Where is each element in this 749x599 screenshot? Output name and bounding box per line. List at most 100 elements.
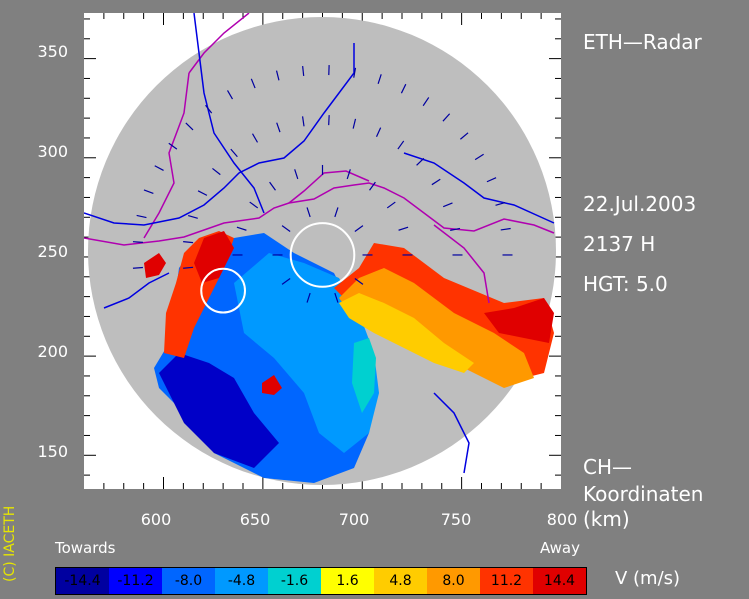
colorbar-cell: 1.6 <box>321 568 374 594</box>
range-tick <box>416 157 425 166</box>
x-tick-label: 600 <box>140 510 172 529</box>
range-tick <box>306 207 311 218</box>
range-tick <box>275 70 280 81</box>
range-tick <box>185 122 194 131</box>
range-tick <box>251 133 259 143</box>
range-tick <box>143 189 154 194</box>
y-tick-label: 150 <box>37 442 68 461</box>
radar-name: ETH—Radar <box>583 30 702 54</box>
range-tick <box>281 225 291 232</box>
river-line <box>83 43 355 226</box>
velocity-region-yellow <box>339 293 474 373</box>
radar-map <box>83 12 561 489</box>
country-border <box>188 12 250 74</box>
coordinate-system-label: Koordinaten <box>583 482 704 506</box>
country-border <box>143 72 190 239</box>
colorbar-cell: -11.2 <box>109 568 162 594</box>
x-tick-label: 750 <box>440 510 472 529</box>
velocity-region-isolated-cell <box>144 253 166 278</box>
range-tick <box>369 181 376 191</box>
date-label: 22.Jul.2003 <box>583 192 697 216</box>
y-tick-label: 300 <box>37 142 68 161</box>
range-tick <box>422 97 430 107</box>
range-tick <box>302 65 305 77</box>
y-tick-label: 350 <box>37 42 68 61</box>
colorbar-cell: -4.8 <box>215 568 268 594</box>
range-tick <box>346 169 351 180</box>
colorbar-cell: -14.4 <box>56 568 109 594</box>
legend-towards-label: Towards <box>55 539 116 557</box>
velocity-unit-label: V (m/s) <box>615 568 681 589</box>
velocity-region-west-storm <box>194 231 234 283</box>
range-tick <box>450 227 461 231</box>
range-tick <box>183 241 194 244</box>
range-tick <box>352 118 357 129</box>
marker-circle <box>200 267 246 314</box>
x-tick-label: 700 <box>338 510 370 529</box>
range-tick <box>205 104 213 114</box>
range-tick <box>230 148 238 158</box>
height-label: HGT: 5.0 <box>583 272 668 296</box>
range-tick <box>301 116 305 127</box>
range-tick <box>397 140 405 150</box>
velocity-region-south-cell <box>262 375 282 395</box>
range-tick <box>334 292 339 303</box>
range-tick <box>431 178 441 186</box>
country-border <box>288 170 370 204</box>
x-tick-label: 650 <box>239 510 271 529</box>
range-tick <box>400 83 407 94</box>
range-tick <box>249 201 259 209</box>
range-tick <box>474 153 484 161</box>
velocity-region-cyan <box>352 338 376 413</box>
range-tick <box>306 292 311 303</box>
range-tick <box>281 277 291 285</box>
y-tick-label: 250 <box>37 242 68 261</box>
range-tick <box>377 74 382 84</box>
range-tick <box>294 169 299 180</box>
time-label: 2137 H <box>583 232 656 256</box>
coordinate-system-label: CH— <box>583 455 633 479</box>
range-tick <box>276 122 281 133</box>
colorbar-cell: -8.0 <box>162 568 215 594</box>
colorbar-cell: 11.2 <box>480 568 533 594</box>
range-tick <box>197 190 208 196</box>
velocity-region-orange <box>339 268 534 388</box>
range-tick <box>154 165 164 171</box>
range-tick <box>168 142 178 150</box>
colorbar-cell: 8.0 <box>427 568 480 594</box>
river-line <box>433 392 470 474</box>
range-tick <box>442 113 451 122</box>
legend-away-label: Away <box>540 539 580 557</box>
velocity-field <box>144 231 554 483</box>
range-tick <box>236 226 247 231</box>
country-border <box>433 224 490 304</box>
coordinate-unit-label: (km) <box>583 507 630 531</box>
river-line <box>193 12 265 214</box>
velocity-colorbar: -14.4 -11.2 -8.0 -4.8 -1.6 1.6 4.8 8.0 11.2 14.4 <box>55 567 587 595</box>
range-tick <box>398 226 409 231</box>
range-tick <box>136 214 147 219</box>
range-tick <box>183 266 194 269</box>
storm-markers <box>200 222 356 314</box>
colorbar-cell: 4.8 <box>374 568 427 594</box>
range-tick <box>250 78 256 89</box>
velocity-region-east-storm <box>484 298 554 343</box>
country-border <box>83 182 555 246</box>
x-tick-label: 800 <box>546 510 578 529</box>
range-tick <box>132 241 143 244</box>
range-tick <box>212 167 221 176</box>
range-tick <box>386 201 396 209</box>
marker-circle <box>289 222 356 288</box>
range-tick <box>500 227 511 231</box>
colorbar-cell: -1.6 <box>268 568 321 594</box>
geographic-borders <box>83 12 555 474</box>
range-tick <box>354 225 364 232</box>
range-tick <box>354 277 364 285</box>
range-tick <box>460 132 469 140</box>
range-tick <box>486 177 497 183</box>
river-line <box>103 272 170 309</box>
range-ring-ticks <box>132 65 513 303</box>
range-tick <box>188 214 198 219</box>
river-line <box>403 152 555 224</box>
range-tick <box>132 266 143 269</box>
